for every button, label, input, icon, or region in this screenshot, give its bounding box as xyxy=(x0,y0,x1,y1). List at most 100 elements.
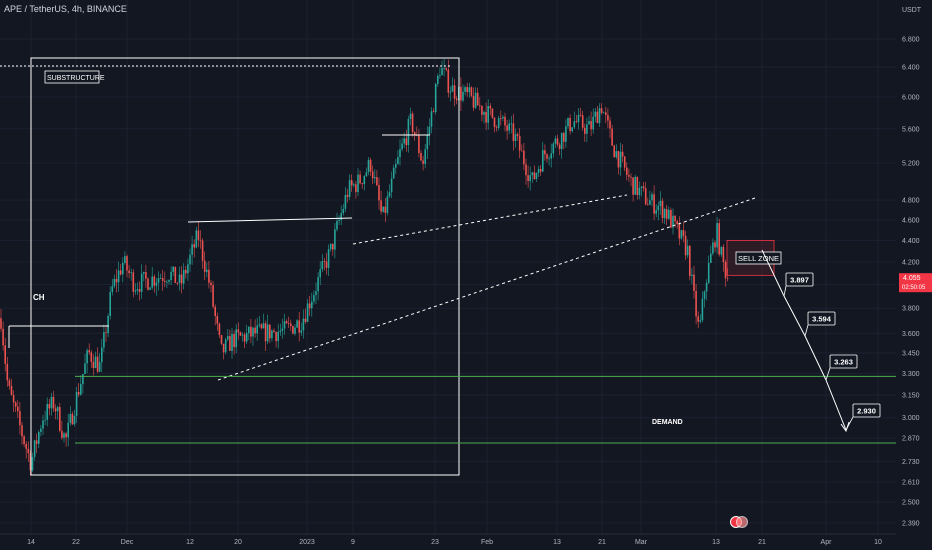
candle-body xyxy=(481,105,483,115)
candle-body xyxy=(401,143,403,150)
candle-body xyxy=(149,287,151,290)
candle-body xyxy=(65,433,67,438)
candle-body xyxy=(294,327,296,334)
candle-body xyxy=(285,321,288,324)
candle-body xyxy=(174,266,177,283)
target-box xyxy=(829,354,858,369)
time-tick-label: 14 xyxy=(27,539,35,546)
candle-body xyxy=(642,186,645,189)
candle-body xyxy=(92,361,95,369)
candle-body xyxy=(565,126,567,142)
candle-body xyxy=(275,332,277,342)
candle-body xyxy=(266,324,269,342)
candle-body xyxy=(166,281,168,283)
demand-label: DEMAND xyxy=(652,419,683,426)
candle-body xyxy=(682,230,685,236)
candle-body xyxy=(430,111,433,127)
candle-body xyxy=(512,123,515,141)
time-tick-label: 13 xyxy=(712,539,720,546)
candle-body xyxy=(19,411,21,426)
candle-body xyxy=(38,431,40,444)
candle-body xyxy=(413,132,416,135)
candle-body xyxy=(134,290,137,292)
candle-body xyxy=(302,318,305,331)
candle-body xyxy=(88,350,90,353)
candle-body xyxy=(449,91,452,93)
candle-body xyxy=(707,262,710,283)
time-tick-label: Apr xyxy=(821,539,833,546)
candle-body xyxy=(623,156,626,168)
candle-body xyxy=(399,149,401,158)
price-tick-label: 6.800 xyxy=(902,36,920,43)
candle-body xyxy=(573,121,576,128)
candle-body xyxy=(321,261,324,270)
candle-body xyxy=(483,111,485,115)
candle-body xyxy=(621,151,624,157)
candle-body xyxy=(31,456,34,471)
candle-body xyxy=(298,320,300,333)
price-tick-label: 2.500 xyxy=(902,500,920,507)
candle-body xyxy=(210,282,212,286)
candle-body xyxy=(590,121,592,130)
candle-body xyxy=(290,323,292,327)
candle-body xyxy=(348,180,351,197)
candle-body xyxy=(432,111,435,113)
candle-body xyxy=(552,143,555,154)
candle-body xyxy=(258,324,261,326)
price-tick-label: 6.000 xyxy=(902,94,920,101)
candle-body xyxy=(340,213,342,220)
candle-body xyxy=(277,331,279,342)
candle-body xyxy=(182,269,185,284)
candle-body xyxy=(17,406,19,412)
candle-body xyxy=(229,336,231,351)
candle-body xyxy=(52,396,55,409)
candle-body xyxy=(101,347,103,363)
candle-body xyxy=(613,145,615,158)
candle-body xyxy=(367,159,370,173)
candle-body xyxy=(180,274,183,284)
candle-body xyxy=(426,135,429,150)
candle-body xyxy=(493,117,496,128)
candle-body xyxy=(529,175,531,182)
candle-body xyxy=(353,184,355,186)
candle-body xyxy=(206,269,208,272)
candle-body xyxy=(680,230,683,239)
trendline-upper xyxy=(352,194,628,245)
candle-body xyxy=(686,245,689,256)
price-tick-label: 5.200 xyxy=(902,161,920,168)
projection-arrowhead xyxy=(840,421,850,433)
candle-body xyxy=(653,194,655,214)
candle-body xyxy=(218,323,221,336)
candle-body xyxy=(594,111,597,117)
candle-body xyxy=(548,158,550,160)
candle-body xyxy=(464,87,466,92)
candle-body xyxy=(147,278,149,290)
candle-body xyxy=(8,380,11,386)
candle-body xyxy=(90,352,93,362)
candle-body xyxy=(271,330,273,339)
candle-body xyxy=(269,324,271,339)
target-box xyxy=(852,403,881,418)
candle-body xyxy=(245,333,248,342)
candle-body xyxy=(376,177,378,186)
candle-body xyxy=(411,113,414,133)
candle-body xyxy=(472,95,475,108)
candle-body xyxy=(63,433,65,438)
price-axis-currency: USDT xyxy=(902,7,922,14)
candle-body xyxy=(151,276,153,288)
candle-body xyxy=(115,278,118,283)
candle-body xyxy=(571,127,573,132)
candle-body xyxy=(560,132,563,149)
candle-body xyxy=(556,138,559,145)
candle-body xyxy=(533,172,536,179)
candle-body xyxy=(602,112,605,114)
candle-body xyxy=(630,176,632,178)
candle-body xyxy=(407,119,410,146)
candle-body xyxy=(73,415,76,425)
candle-body xyxy=(395,164,397,168)
candle-body xyxy=(468,87,471,93)
candle-body xyxy=(27,448,30,453)
time-tick-label: Dec xyxy=(121,539,134,546)
candle-body xyxy=(172,266,174,272)
